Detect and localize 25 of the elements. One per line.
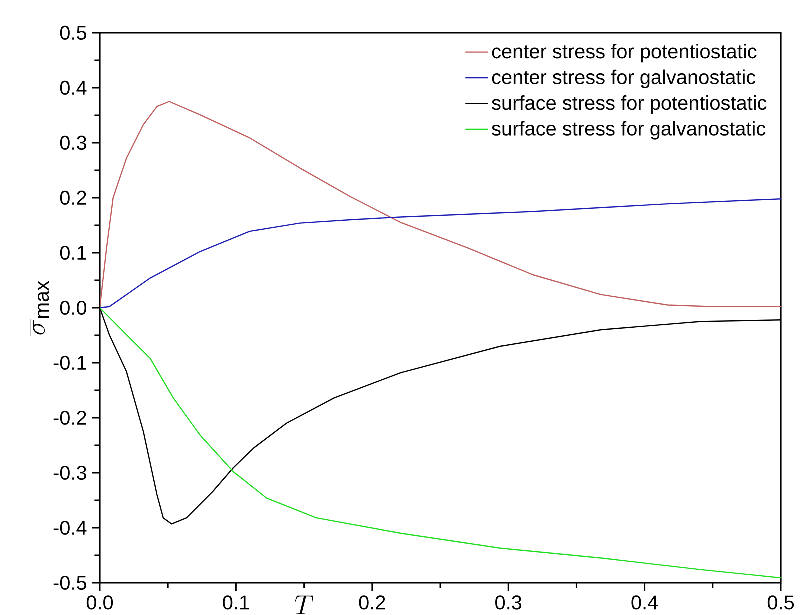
legend-label: surface stress for galvanostatic <box>492 121 766 140</box>
line-series <box>100 198 782 309</box>
legend-label: center stress for potentiostatic <box>492 44 757 63</box>
x-tick-label: 0.3 <box>496 596 522 610</box>
y-tick-label: 0.1 <box>60 246 86 260</box>
y-tick-label: -0.5 <box>54 576 87 590</box>
y-tick-label: 0.4 <box>60 80 87 96</box>
y-tick-label: 0.5 <box>60 26 87 40</box>
y-tick-label: 0.2 <box>60 190 86 206</box>
x-tick-label: 0.4 <box>632 596 658 610</box>
x-axis-title: $T$ <box>295 596 314 614</box>
x-tick-label: 0.0 <box>86 596 114 610</box>
x-tick-label: 0.5 <box>768 596 794 610</box>
x-tick-label: 0.1 <box>223 596 250 610</box>
y-tick-label: -0.1 <box>54 356 86 370</box>
y-tick-label: -0.4 <box>54 520 87 536</box>
y-tick-label: 0.3 <box>60 136 86 150</box>
y-tick-label: -0.2 <box>54 410 86 426</box>
y-tick-label: -0.3 <box>54 466 86 480</box>
line-series <box>100 307 782 579</box>
y-tick-label: 0.0 <box>60 300 87 316</box>
y-axis-title: $\overline{\sigma}_{\mathrm{max}}$ <box>31 281 50 336</box>
x-tick-label: 0.2 <box>359 596 386 610</box>
legend-label: surface stress for potentiostatic <box>492 96 767 114</box>
legend-label: center stress for galvanostatic <box>492 70 756 88</box>
